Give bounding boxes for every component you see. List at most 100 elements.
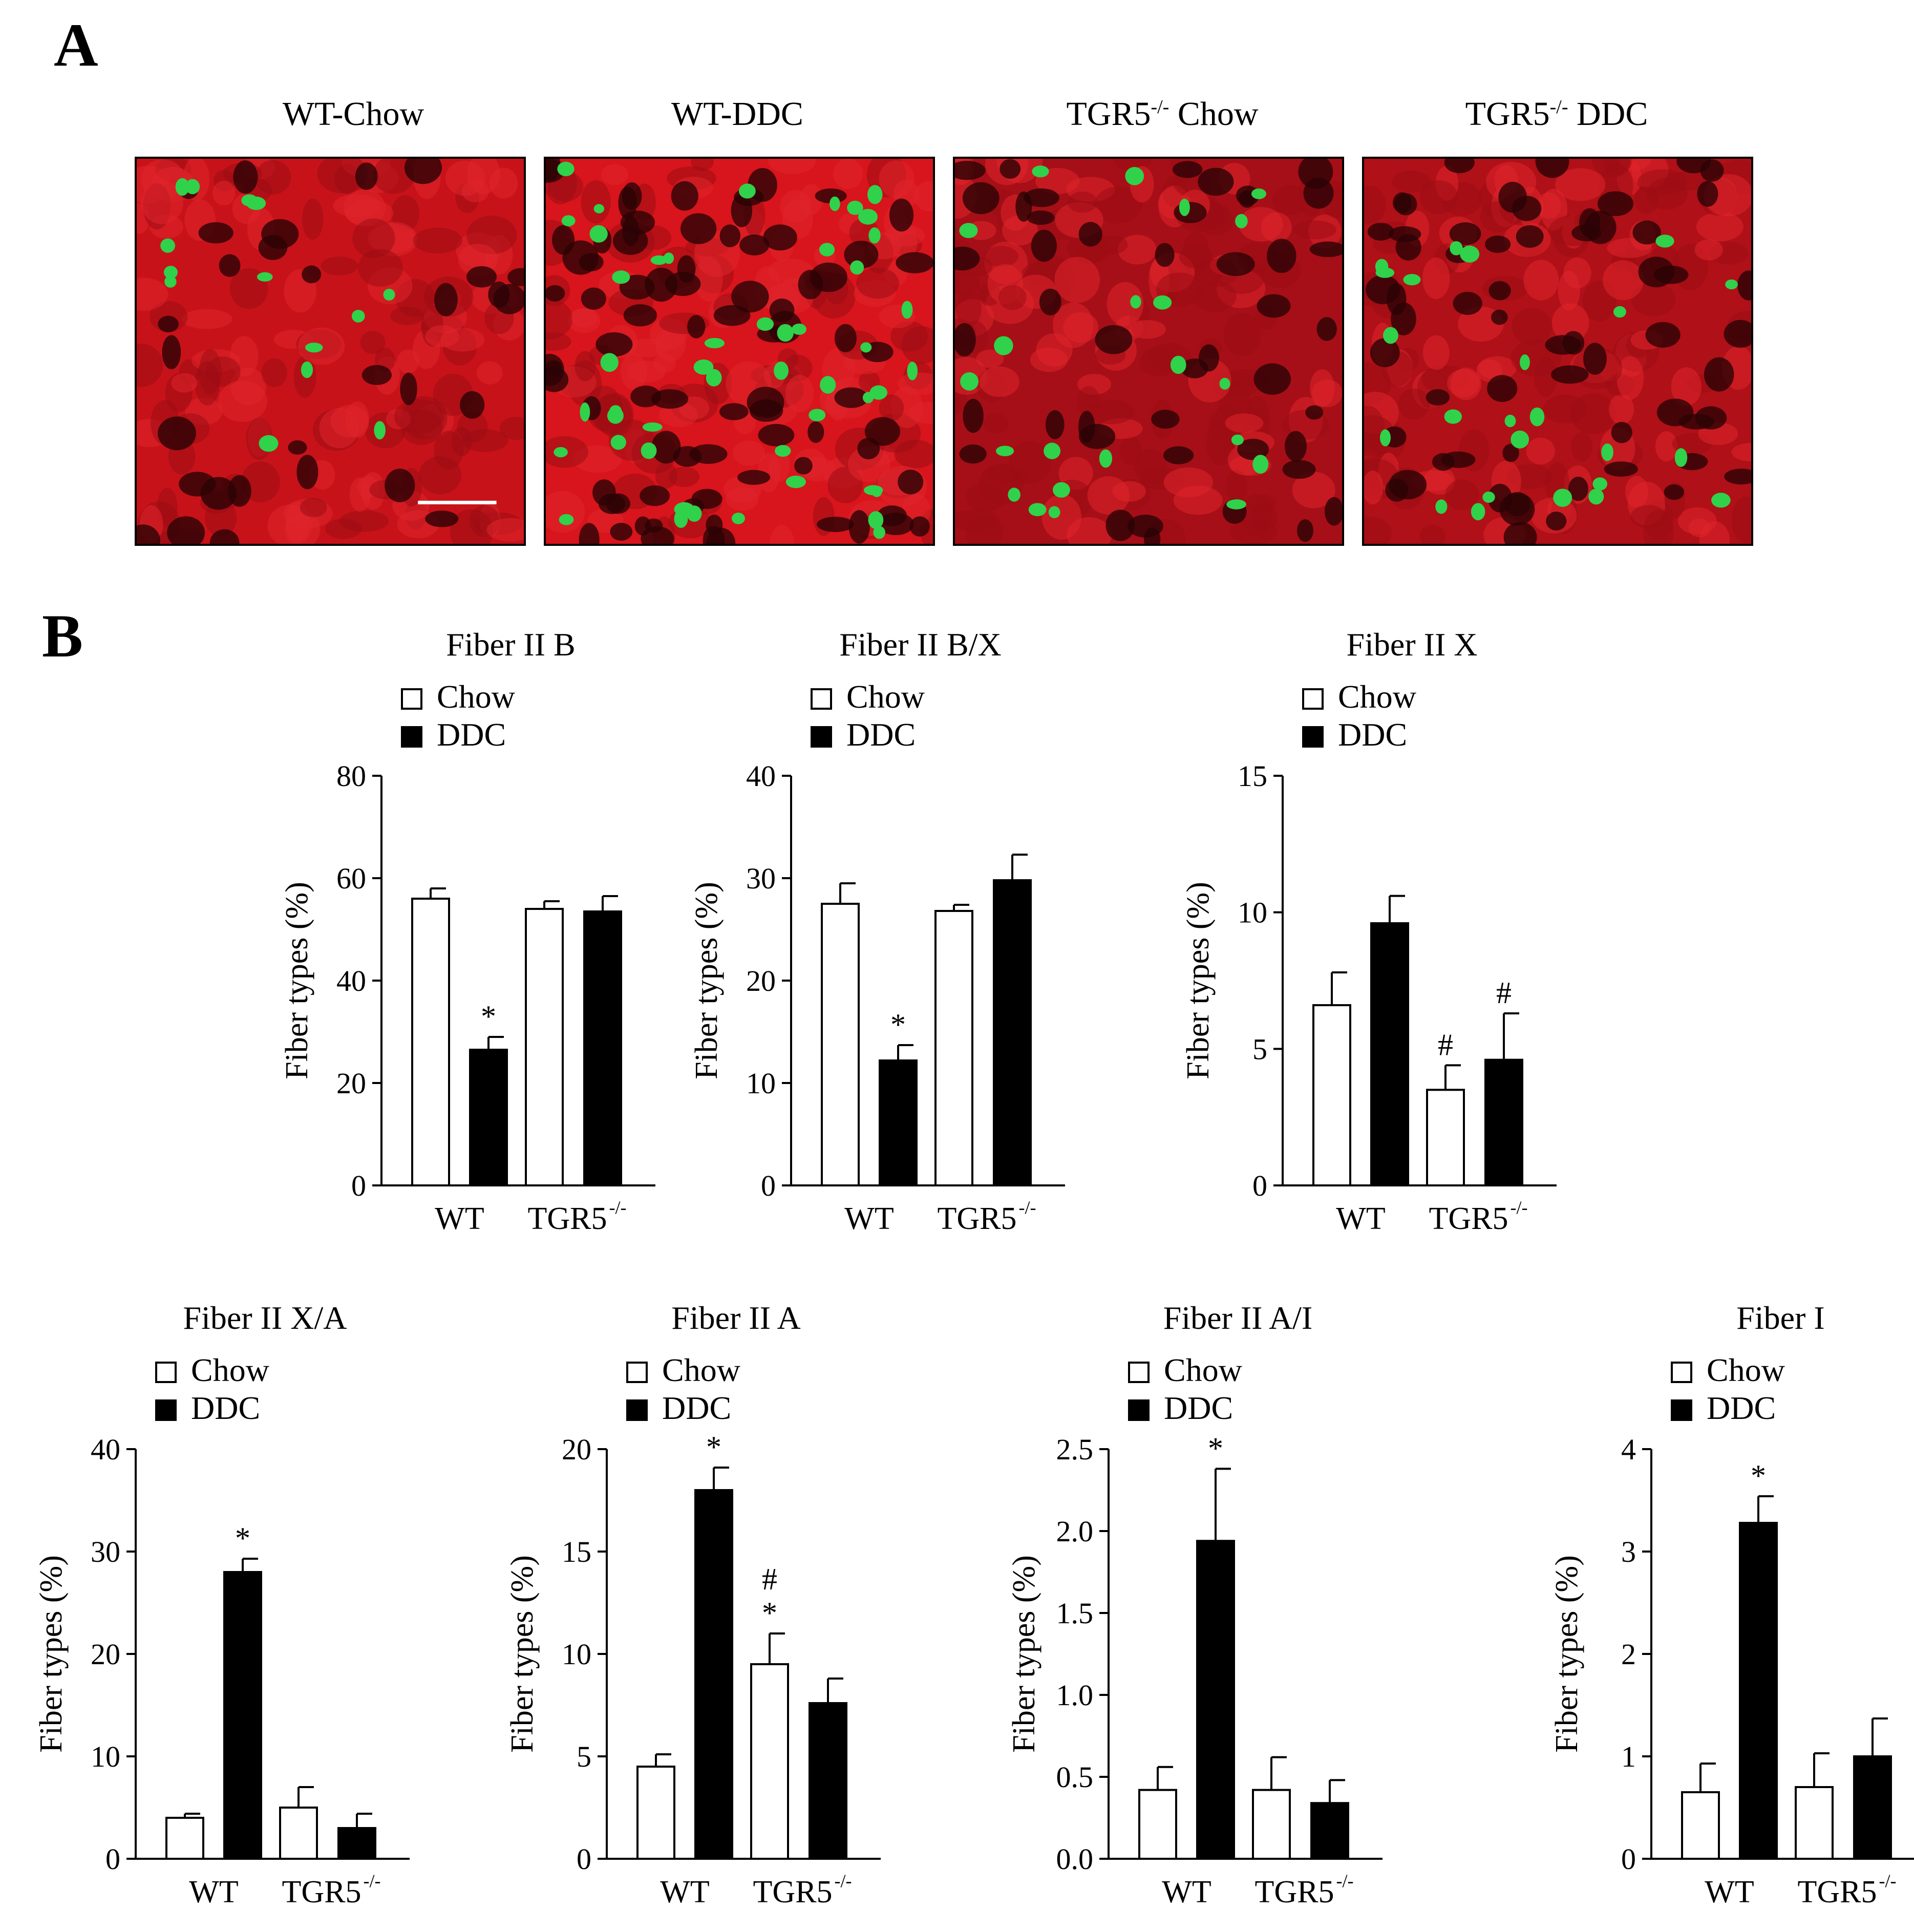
dark-fiber [1078,222,1102,247]
y-axis-label: Fiber types (%) [1007,1555,1041,1753]
bar-chow-tgr5 [1252,1789,1291,1860]
micrograph-wt-ddc [544,157,935,546]
dark-fiber [385,469,415,502]
dark-fiber [1449,222,1481,245]
significance-mark: * [235,1521,250,1555]
fiber-cell [768,159,816,174]
dark-fiber [687,315,706,338]
green-fiber [1435,499,1448,514]
dark-fiber [1257,294,1291,318]
green-fiber [664,252,674,264]
fiber-cell [321,256,358,275]
green-fiber [1130,295,1141,309]
fiber-cell [1179,245,1213,268]
legend-swatch-ddc [1128,1399,1150,1421]
y-tick-label: 15 [1238,759,1267,793]
x-category-sup: -/- [609,1197,627,1218]
y-tick-label: 0.0 [1056,1842,1094,1876]
legend-label-chow: Chow [1164,1352,1242,1388]
bar-chow-tgr5 [525,908,564,1186]
significance-mark: # [762,1562,777,1596]
dark-fiber [355,162,378,190]
green-fiber [561,215,576,227]
dark-fiber [1385,478,1409,502]
fiber-cell [998,285,1027,310]
micrograph-tgr5-ddc [1362,157,1753,546]
dark-fiber [834,387,868,408]
green-fiber [860,342,872,353]
fiber-cell [1731,443,1751,462]
dark-fiber [1550,365,1589,384]
legend-swatch-ddc [811,726,832,748]
fiber-cell [897,372,933,395]
green-fiber [607,407,624,424]
green-fiber [163,266,178,279]
fiber-cell [983,413,1009,434]
x-category-label: WT [844,1201,894,1236]
significance-mark: * [762,1596,777,1630]
fiber-cell [575,351,596,381]
fiber-cell [1625,476,1648,508]
fiber-cell [965,515,1003,544]
dark-fiber [1444,159,1475,174]
fiber-cell [352,218,395,258]
green-fiber [704,337,725,349]
green-fiber [869,385,887,400]
x-category-label: WT [1336,1201,1385,1236]
green-fiber [731,513,745,524]
image-title-sup: -/- [1549,96,1568,118]
dark-fiber [460,391,485,419]
dark-fiber [137,524,161,544]
fiber-cell [1602,260,1644,301]
dark-fiber [623,304,657,327]
chart-title: Fiber II B [446,626,575,663]
dark-fiber [1484,236,1511,253]
dark-fiber [1199,344,1219,372]
dark-fiber [1324,497,1342,526]
dark-fiber [1737,270,1751,301]
dark-fiber [618,186,637,220]
fiber-cell [986,464,1027,482]
dark-fiber [1388,226,1421,242]
dark-fiber [634,516,651,536]
fiber-cell [1571,432,1592,462]
green-fiber [777,324,794,342]
bar-ddc-tgr5 [1484,1058,1523,1187]
panel-a-label: A [54,11,98,79]
bar-ddc-wt [469,1049,508,1186]
green-fiber [1482,491,1495,503]
y-tick-label: 40 [746,759,776,793]
green-fiber [858,209,878,225]
fiber-cell [1223,312,1261,356]
y-tick-label: 15 [562,1535,591,1568]
legend-swatch-ddc [626,1399,648,1421]
fiber-cell [1422,335,1450,370]
dark-fiber [739,235,770,256]
x-category-label: TGR5 [1798,1875,1877,1909]
fiber-cell [1054,257,1100,303]
fiber-cell [1087,476,1130,515]
dark-fiber [1024,188,1059,207]
significance-mark: # [1438,1028,1453,1061]
dark-fiber [689,444,728,464]
green-fiber [1529,407,1545,427]
bar-chow-tgr5 [1426,1089,1465,1186]
dark-fiber [747,387,784,418]
dark-fiber [288,440,307,455]
legend-swatch-chow [155,1362,177,1383]
image-title-wt-ddc: WT-DDC [540,97,934,131]
legend-label-ddc: DDC [846,716,916,753]
fiber-cell [890,321,928,352]
dark-fiber [158,416,197,451]
y-tick-label: 1.5 [1056,1597,1094,1630]
dark-fiber [488,281,510,308]
fiber-cell [856,267,899,299]
fiber-cell [546,298,573,339]
